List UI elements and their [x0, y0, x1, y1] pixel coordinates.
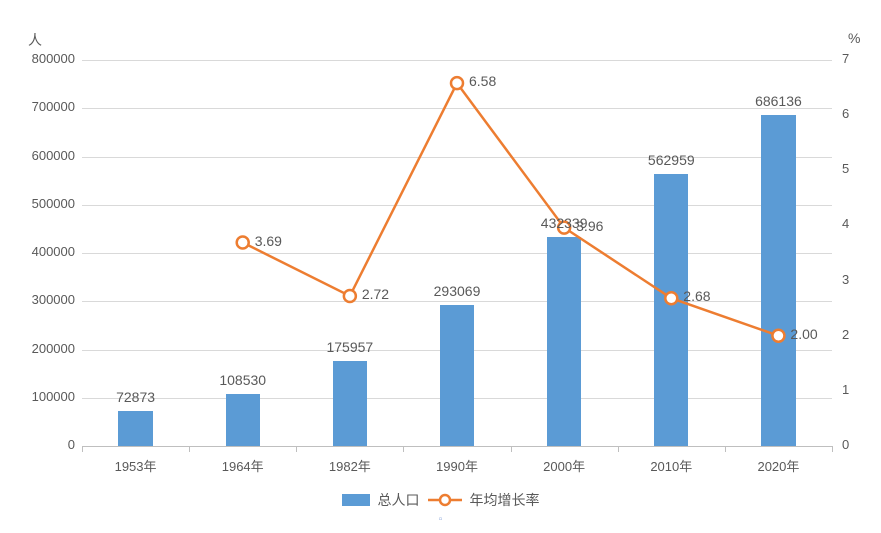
- ytick-right: 5: [842, 161, 849, 176]
- bar-value-label: 293069: [434, 283, 481, 299]
- line-marker: [772, 330, 784, 342]
- xtick-mark: [725, 446, 726, 452]
- bar-value-label: 72873: [116, 389, 155, 405]
- x-axis-line: [82, 446, 832, 447]
- population-chart: 人 % 总人口 年均增长率 ▫ 0 100000 200000 300000 40000…: [0, 0, 881, 533]
- line-layer: [82, 60, 832, 446]
- bar-value-label: 175957: [326, 339, 373, 355]
- line-value-label: 3.96: [576, 218, 603, 234]
- ytick-left: 0: [17, 437, 75, 452]
- xtick-label: 2010年: [650, 456, 692, 475]
- line-value-label: 2.68: [683, 288, 710, 304]
- line-value-label: 3.69: [255, 233, 282, 249]
- xtick-label: 1953年: [115, 456, 157, 475]
- ytick-right: 2: [842, 327, 849, 342]
- line-marker: [344, 290, 356, 302]
- ytick-right: 0: [842, 437, 849, 452]
- line-value-label: 6.58: [469, 73, 496, 89]
- ytick-left: 300000: [17, 292, 75, 307]
- bar-value-label: 686136: [755, 93, 802, 109]
- line-value-label: 2.72: [362, 286, 389, 302]
- legend-bar-label: 总人口: [378, 490, 420, 510]
- xtick-mark: [403, 446, 404, 452]
- ytick-left: 200000: [17, 341, 75, 356]
- ytick-right: 1: [842, 382, 849, 397]
- xtick-label: 1990年: [436, 456, 478, 475]
- left-axis-title: 人: [28, 30, 42, 50]
- ytick-left: 800000: [17, 51, 75, 66]
- line-marker: [237, 237, 249, 249]
- ytick-left: 600000: [17, 148, 75, 163]
- xtick-mark: [82, 446, 83, 452]
- line-marker: [665, 292, 677, 304]
- xtick-mark: [832, 446, 833, 452]
- ytick-right: 7: [842, 51, 849, 66]
- xtick-mark: [296, 446, 297, 452]
- line-value-label: 2.00: [790, 326, 817, 342]
- xtick-label: 1982年: [329, 456, 371, 475]
- ytick-left: 500000: [17, 196, 75, 211]
- footer-mark: ▫: [439, 514, 443, 525]
- ytick-right: 6: [842, 106, 849, 121]
- xtick-label: 2000年: [543, 456, 585, 475]
- xtick-mark: [189, 446, 190, 452]
- legend-bar-swatch: [342, 494, 370, 506]
- ytick-right: 4: [842, 216, 849, 231]
- bar-value-label: 562959: [648, 152, 695, 168]
- xtick-mark: [511, 446, 512, 452]
- ytick-left: 400000: [17, 244, 75, 259]
- plot-area: [82, 60, 832, 446]
- xtick-label: 1964年: [222, 456, 264, 475]
- ytick-left: 100000: [17, 389, 75, 404]
- line-marker: [451, 77, 463, 89]
- right-axis-title: %: [848, 30, 860, 46]
- ytick-left: 700000: [17, 99, 75, 114]
- legend-line-label: 年均增长率: [470, 490, 540, 510]
- xtick-label: 2020年: [757, 456, 799, 475]
- xtick-mark: [618, 446, 619, 452]
- legend-line-swatch: [428, 493, 462, 507]
- bar-value-label: 108530: [219, 372, 266, 388]
- ytick-right: 3: [842, 272, 849, 287]
- legend: 总人口 年均增长率: [342, 490, 540, 510]
